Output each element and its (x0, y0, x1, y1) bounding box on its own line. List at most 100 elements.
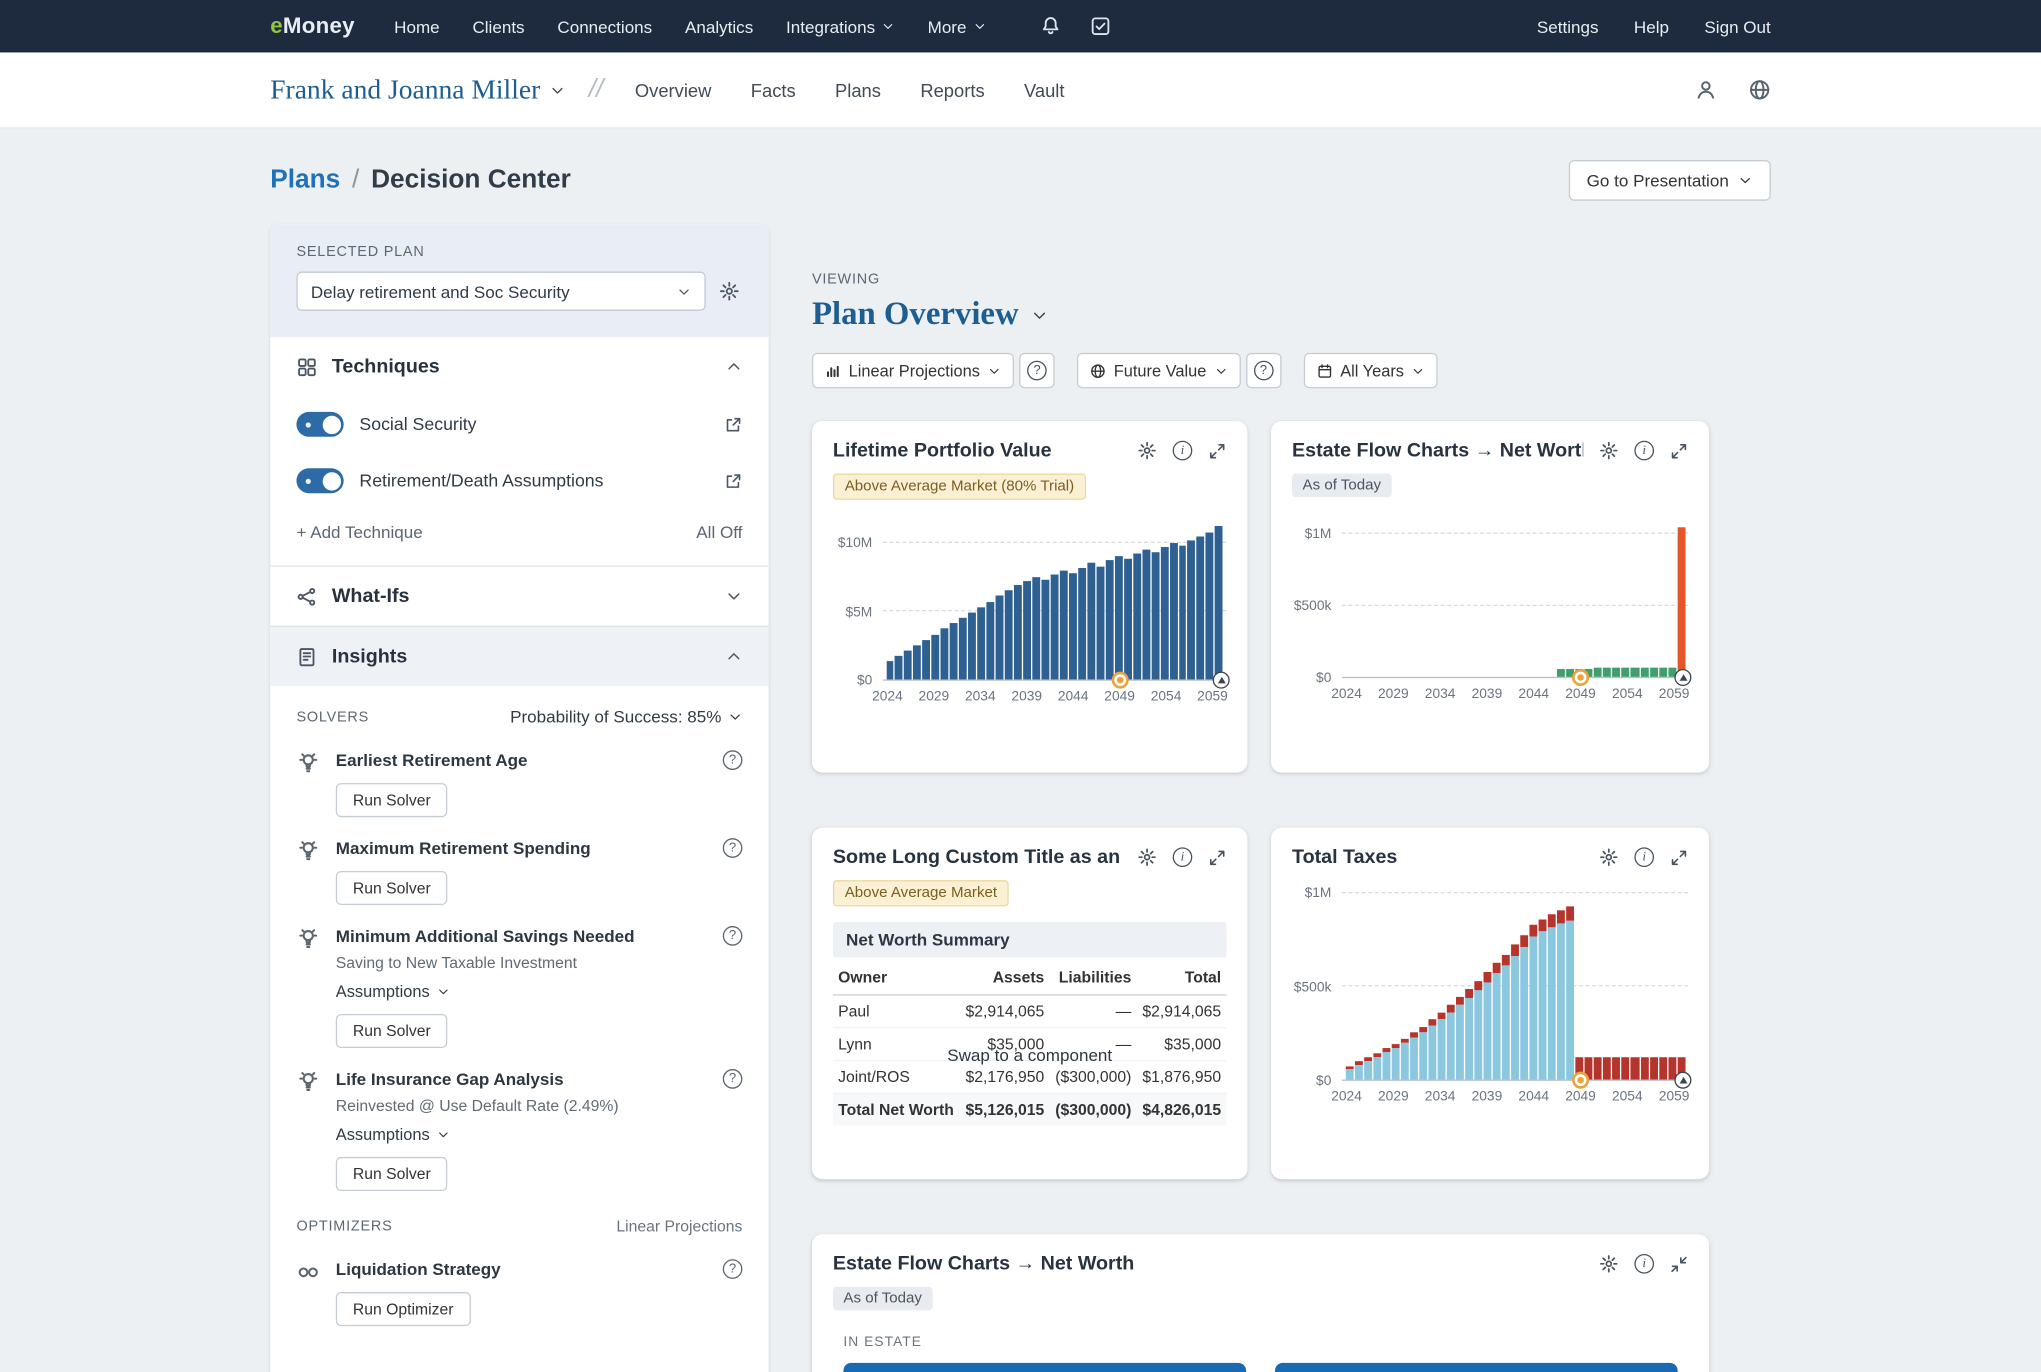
help-icon[interactable] (722, 838, 743, 858)
bar (1364, 513, 1372, 677)
bar (922, 515, 931, 680)
tab-reports[interactable]: Reports (920, 79, 985, 101)
grid-icon (298, 357, 316, 376)
bar (1548, 513, 1556, 677)
card-settings-button[interactable] (1137, 847, 1157, 867)
help-icon[interactable] (722, 926, 743, 946)
card-expand-button[interactable] (1208, 441, 1226, 459)
plan-settings-button[interactable] (716, 278, 742, 304)
social-security-toggle[interactable] (296, 411, 344, 437)
run-solver-button[interactable]: Run Solver (335, 870, 448, 906)
nav-clients[interactable]: Clients (472, 16, 525, 37)
run-optimizer-button[interactable]: Run Optimizer (335, 1292, 471, 1327)
card-expand-button[interactable] (1670, 441, 1688, 459)
technique-row-social-security: Social Security (270, 396, 768, 452)
solver-minimum-additional-savings: Minimum Additional Savings Needed Saving… (270, 910, 768, 1053)
bar (1584, 884, 1593, 1080)
collapse-icon (1671, 1256, 1687, 1272)
calendar-icon (1318, 363, 1331, 378)
tab-facts[interactable]: Facts (750, 79, 796, 101)
card-info-button[interactable] (1634, 440, 1655, 461)
help-icon[interactable] (722, 1069, 743, 1089)
probability-of-success-dropdown[interactable]: Probability of Success: 85% (510, 707, 742, 727)
bar (1382, 513, 1390, 677)
user-icon (1697, 81, 1715, 99)
retirement-death-toggle[interactable] (296, 468, 344, 494)
projection-mode-select[interactable]: Linear Projections (811, 352, 1015, 389)
nav-connections[interactable]: Connections (557, 16, 653, 37)
card-info-button[interactable] (1172, 440, 1193, 461)
what-ifs-section-header[interactable]: What-Ifs (270, 565, 769, 625)
assumptions-dropdown[interactable]: Assumptions (336, 1125, 707, 1144)
tab-vault[interactable]: Vault (1023, 79, 1065, 101)
value-mode-select[interactable]: Future Value (1076, 352, 1241, 389)
in-estate-label: IN ESTATE (843, 1333, 923, 1350)
value-mode-help-button[interactable] (1245, 352, 1282, 389)
projection-help-button[interactable] (1019, 352, 1055, 389)
bar (1667, 513, 1676, 677)
help-icon[interactable] (722, 750, 743, 770)
years-range-select[interactable]: All Years (1303, 352, 1439, 389)
user-profile-button[interactable] (1695, 79, 1717, 101)
bar (913, 515, 922, 680)
card-info-button[interactable] (1634, 1253, 1655, 1274)
highlight-dot-marker (1571, 668, 1590, 687)
tab-overview[interactable]: Overview (634, 79, 712, 101)
table-row: Paul $2,914,065 — $2,914,065 (832, 994, 1227, 1029)
nav-settings[interactable]: Settings (1536, 16, 1599, 37)
brand-rest: Money (282, 13, 355, 39)
emoney-logo[interactable]: eMoney (270, 13, 355, 39)
all-off-link[interactable]: All Off (696, 522, 743, 542)
bar (1566, 884, 1575, 1080)
x-axis-labels: 2024 2029 2034 2039 2044 2049 2054 2059 (1331, 686, 1690, 702)
notifications-button[interactable] (1040, 16, 1061, 37)
bar (1474, 513, 1482, 677)
open-social-security-button[interactable] (724, 415, 742, 433)
card-info-button[interactable] (1634, 847, 1655, 868)
nav-analytics[interactable]: Analytics (684, 16, 754, 37)
card-settings-button[interactable] (1599, 441, 1619, 461)
client-name-dropdown[interactable]: Frank and Joanna Miller (270, 73, 565, 106)
run-solver-button[interactable]: Run Solver (335, 1156, 448, 1192)
expand-icon (1210, 443, 1225, 458)
help-icon[interactable] (722, 1259, 743, 1279)
run-solver-button[interactable]: Run Solver (335, 1013, 448, 1049)
nav-home[interactable]: Home (394, 16, 440, 37)
nav-integrations[interactable]: Integrations (786, 16, 895, 36)
nav-sign-out[interactable]: Sign Out (1704, 16, 1771, 37)
nav-help[interactable]: Help (1633, 16, 1670, 37)
insights-section-header[interactable]: Insights (270, 625, 769, 687)
techniques-section-header[interactable]: Techniques (270, 337, 768, 396)
bar (1409, 884, 1418, 1080)
view-title-dropdown[interactable]: Plan Overview (811, 296, 1019, 332)
tasks-button[interactable] (1090, 16, 1111, 37)
portfolio-chart: $10M $5M $0 2024 2029 2034 2039 2044 2049 2054 20… (833, 515, 1231, 708)
plot-area (1341, 884, 1692, 1089)
assumptions-dropdown[interactable]: Assumptions (336, 982, 707, 1001)
bar (1447, 513, 1455, 677)
selected-plan-select[interactable]: Delay retirement and Soc Security (296, 271, 706, 311)
card-settings-button[interactable] (1599, 1254, 1619, 1274)
nav-more[interactable]: More (928, 16, 987, 36)
card-settings-button[interactable] (1599, 847, 1619, 867)
bar (895, 515, 904, 680)
open-retirement-death-button[interactable] (724, 472, 742, 490)
breadcrumb-plans-link[interactable]: Plans (270, 165, 341, 195)
run-solver-button[interactable]: Run Solver (335, 783, 448, 818)
solver-subtitle: Reinvested @ Use Default Rate (2.49%) (335, 1096, 619, 1115)
card-expand-button[interactable] (1208, 848, 1226, 866)
card-info-button[interactable] (1172, 847, 1193, 868)
card-expand-button[interactable] (1670, 848, 1688, 866)
expand-icon (1210, 849, 1225, 865)
table-total-row: Total Net Worth $5,126,015 ($300,000) $4… (832, 1092, 1227, 1126)
card-collapse-button[interactable] (1670, 1255, 1688, 1273)
globe-icon (1750, 80, 1770, 100)
card-settings-button[interactable] (1137, 441, 1157, 461)
bar (1538, 884, 1547, 1080)
tab-plans[interactable]: Plans (835, 79, 881, 101)
top-navigation: eMoney Home Clients Connections Analytic… (0, 0, 2041, 53)
bar (1640, 513, 1649, 677)
language-button[interactable] (1748, 79, 1770, 101)
add-technique-link[interactable]: + Add Technique (296, 522, 423, 542)
go-to-presentation-button[interactable]: Go to Presentation (1568, 160, 1771, 201)
